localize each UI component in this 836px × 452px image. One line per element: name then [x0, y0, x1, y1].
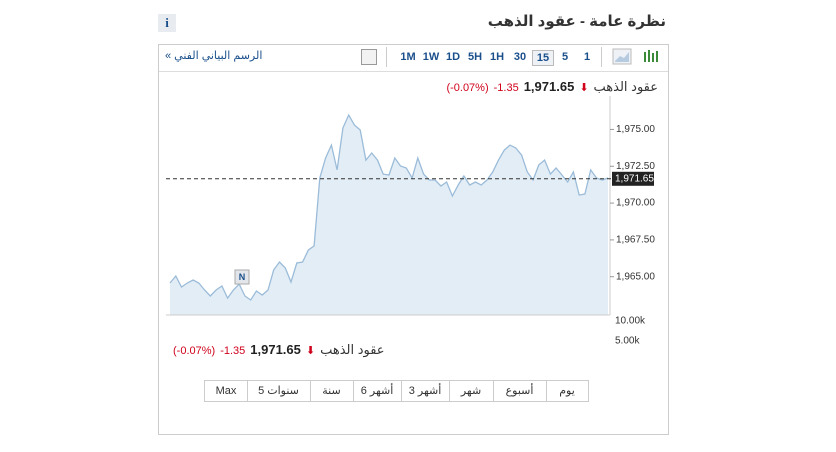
volume-label: 10.00k	[615, 316, 646, 327]
interval-button[interactable]: 5H	[467, 51, 483, 63]
title: نظرة عامة - عقود الذهب	[487, 13, 666, 30]
last-price-box	[612, 171, 654, 186]
candle-icon[interactable]	[644, 50, 658, 62]
y-tick-label: 1,972.50	[616, 161, 655, 172]
quote-change-percent: (-0.07%)	[173, 345, 216, 357]
y-tick-label: 1,967.50	[616, 235, 655, 246]
separator	[386, 47, 387, 67]
range-button[interactable]: أسبوع	[492, 380, 547, 402]
range-button[interactable]: 5 سنوات	[246, 380, 311, 402]
technical-chart-link[interactable]: الرسم البياني الفني »	[165, 50, 263, 62]
range-button[interactable]: شهر	[448, 380, 494, 402]
down-arrow: ⬇	[579, 82, 589, 94]
chart-type-icons[interactable]	[612, 48, 664, 66]
range-button[interactable]: سنة	[309, 380, 354, 402]
event-marker-label: N	[239, 272, 246, 282]
calendar-icon[interactable]	[361, 49, 377, 65]
widget-frame	[158, 44, 669, 435]
quote-change: -1.35	[493, 82, 519, 94]
y-tick-label: 1,970.00	[616, 198, 655, 209]
quote-price: 1,971.65	[250, 342, 301, 357]
price-line	[169, 113, 609, 301]
quote-name: عقود الذهب	[320, 342, 385, 357]
quote-bottom: عقود الذهب ⬇ 1,971.65 -1.35 (-0.07%)	[168, 342, 385, 358]
interval-button[interactable]: 1W	[422, 51, 440, 63]
quote-change: -1.35	[220, 345, 246, 357]
interval-button[interactable]: 1H	[489, 51, 505, 63]
area-fill	[170, 115, 608, 315]
range-button[interactable]: يوم	[545, 380, 589, 402]
quote-top: عقود الذهب ⬇ 1,971.65 -1.35 (-0.07%)	[441, 79, 658, 95]
interval-button[interactable]: 1M	[400, 51, 416, 63]
y-tick-label: 1,975.00	[616, 124, 655, 135]
last-price-label: 1,971.65	[615, 173, 654, 184]
toolbar-divider	[159, 71, 668, 72]
quote-price: 1,971.65	[523, 79, 575, 94]
volume-label: 5.00k	[615, 336, 640, 347]
interval-button[interactable]: 30	[513, 51, 527, 63]
info-button[interactable]: i	[158, 14, 176, 32]
quote-change-percent: (-0.07%)	[446, 82, 489, 94]
range-button[interactable]: 3 أشهر	[400, 380, 450, 402]
interval-button[interactable]: 15	[532, 50, 554, 66]
separator	[601, 47, 602, 67]
interval-button[interactable]: 1	[583, 51, 591, 63]
event-marker	[234, 269, 250, 285]
range-button[interactable]: Max	[204, 380, 248, 402]
range-button[interactable]: 6 أشهر	[352, 380, 402, 402]
down-arrow: ⬇	[305, 345, 316, 357]
y-tick-label: 1,965.00	[616, 271, 655, 282]
quote-name: عقود الذهب	[593, 79, 658, 94]
interval-button[interactable]: 1D	[445, 51, 461, 63]
area-glyph	[615, 52, 629, 62]
interval-button[interactable]: 5	[561, 51, 569, 63]
